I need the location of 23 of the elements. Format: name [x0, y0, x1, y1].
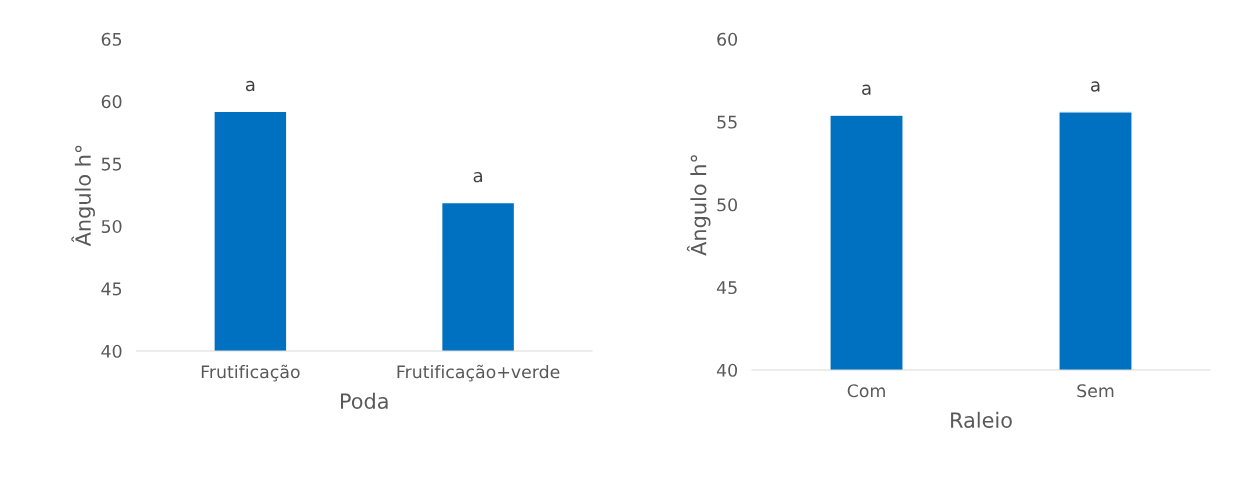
- x-tick-label: Com: [847, 384, 885, 398]
- y-axis-title: Ângulo h°: [686, 155, 711, 256]
- y-tick-label: 45: [716, 281, 737, 295]
- y-tick-label: 55: [101, 157, 122, 171]
- y-tick-label: 50: [717, 198, 737, 212]
- y-tick-label: 45: [101, 282, 122, 296]
- y-tick-label: 50: [101, 219, 122, 234]
- annotation: a: [1091, 81, 1100, 92]
- y-tick-label: 40: [716, 363, 737, 377]
- y-axis-title: Ângulo h°: [71, 145, 95, 247]
- x-axis-title: Poda: [341, 392, 388, 409]
- x-tick-label: Frutificação+verde: [397, 364, 560, 382]
- annotation: a: [473, 171, 482, 183]
- annotation: a: [862, 84, 871, 95]
- annotation: a: [245, 80, 255, 92]
- y-tick-label: 60: [101, 95, 122, 109]
- x-tick-label: Frutificação: [201, 364, 300, 382]
- y-tick-label: 40: [101, 344, 122, 358]
- x-tick-label: Sem: [1077, 384, 1114, 398]
- x-axis-title: Raleio: [951, 411, 1012, 428]
- y-tick-label: 60: [717, 32, 737, 46]
- y-tick-label: 65: [101, 32, 122, 46]
- y-tick-label: 55: [717, 115, 737, 129]
